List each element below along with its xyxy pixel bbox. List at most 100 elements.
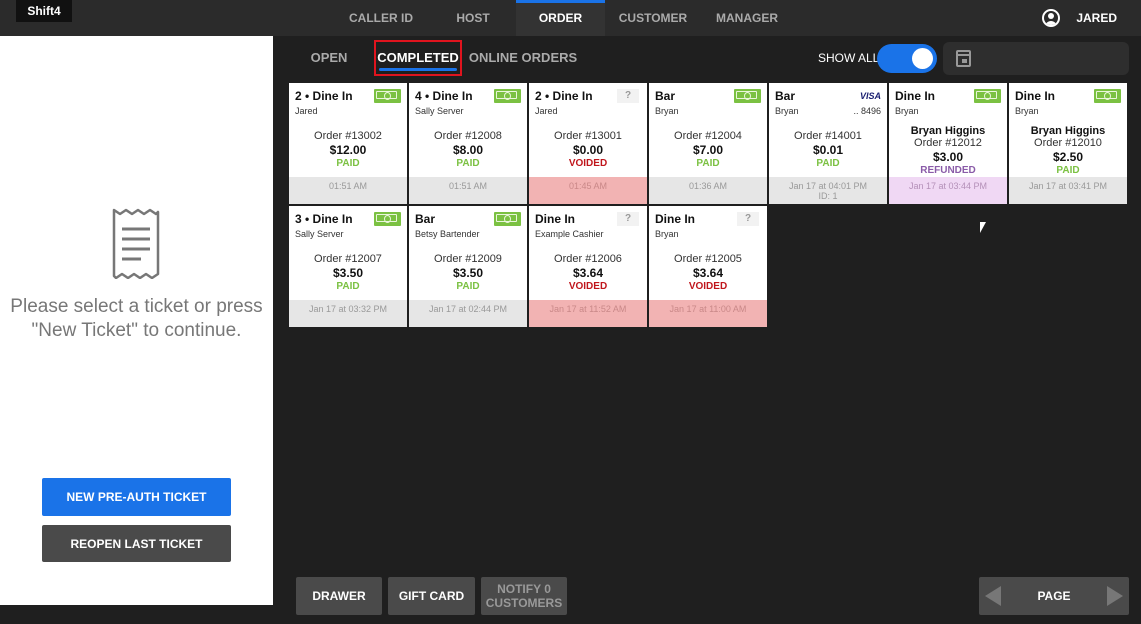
tab-open[interactable]: OPEN xyxy=(310,50,348,65)
ticket-header: Bar Bryan VISA .. 8496 xyxy=(769,83,887,123)
ticket-body: Bryan Higgins Order #12010 $2.50 PAID xyxy=(1009,123,1127,177)
cash-icon xyxy=(494,89,521,103)
ticket-order-number: Order #12005 xyxy=(674,253,742,265)
ticket-card[interactable]: Dine In Bryan Bryan Higgins Order #12010 $2.… xyxy=(1009,83,1127,204)
ticket-server: Example Cashier xyxy=(535,229,604,239)
user-avatar-icon xyxy=(1042,9,1061,27)
ticket-total: $12.00 xyxy=(329,143,367,157)
tab-manager[interactable]: MANAGER xyxy=(716,11,778,25)
tab-customer[interactable]: CUSTOMER xyxy=(618,11,688,25)
ticket-header: Dine In Bryan xyxy=(889,83,1007,123)
ticket-total: $7.00 xyxy=(692,143,724,157)
ticket-title: 2 • Dine In xyxy=(535,89,593,103)
ticket-title: Bar xyxy=(775,89,796,103)
top-bar: Shift4 CALLER ID HOST ORDER CUSTOMER MAN… xyxy=(0,0,1141,36)
ticket-header: 4 • Dine In Sally Server xyxy=(409,83,527,123)
show-all-toggle[interactable] xyxy=(877,44,937,73)
ticket-total: $3.50 xyxy=(452,266,484,280)
ticket-header: 2 • Dine In Jared? xyxy=(529,83,647,123)
toggle-knob xyxy=(912,48,933,69)
tab-online-orders[interactable]: ONLINE ORDERS xyxy=(468,50,578,65)
ticket-header: Dine In Bryan? xyxy=(649,206,767,246)
ticket-card[interactable]: Bar Betsy Bartender Order #12009 $3.50 PAID J… xyxy=(409,206,527,327)
ticket-footer: 01:36 AM xyxy=(649,177,767,204)
main-nav: CALLER ID HOST ORDER CUSTOMER MANAGER xyxy=(332,0,793,36)
tab-completed[interactable]: COMPLETED xyxy=(374,40,462,76)
card-last4: .. 8496 xyxy=(853,106,881,116)
ticket-customer: Bryan Higgins xyxy=(910,125,986,137)
ticket-server: Betsy Bartender xyxy=(415,229,480,239)
ticket-body: Order #12005 $3.64 VOIDED xyxy=(649,246,767,293)
ticket-card[interactable]: 4 • Dine In Sally Server Order #12008 $8.00… xyxy=(409,83,527,204)
ticket-order-number: Order #14001 xyxy=(794,130,862,142)
ticket-status: PAID xyxy=(816,158,840,169)
ticket-time: 01:51 AM xyxy=(448,181,488,191)
ticket-time: Jan 17 at 02:44 PM xyxy=(428,304,508,314)
ticket-header: Dine In Bryan xyxy=(1009,83,1127,123)
brand-logo: Shift4 xyxy=(16,0,72,22)
ticket-status: PAID xyxy=(456,158,480,169)
unknown-payment-icon: ? xyxy=(617,89,639,103)
previous-page-icon[interactable] xyxy=(985,586,1001,606)
calendar-icon xyxy=(956,50,971,67)
ticket-footer: 01:45 AM xyxy=(529,177,647,204)
ticket-body: Bryan Higgins Order #12012 $3.00 REFUNDED xyxy=(889,123,1007,177)
cash-icon xyxy=(494,212,521,226)
ticket-status: PAID xyxy=(336,281,360,292)
ticket-header: 2 • Dine In Jared xyxy=(289,83,407,123)
receipt-icon xyxy=(112,208,160,279)
next-page-icon[interactable] xyxy=(1107,586,1123,606)
ticket-card[interactable]: Dine In Bryan Bryan Higgins Order #12012 $3.… xyxy=(889,83,1007,204)
reopen-last-ticket-button[interactable]: REOPEN LAST TICKET xyxy=(42,525,231,562)
pager: PAGE xyxy=(979,577,1129,615)
gift-card-button[interactable]: GIFT CARD xyxy=(388,577,475,615)
ticket-title: Bar xyxy=(415,212,436,226)
ticket-server: Bryan xyxy=(775,106,799,116)
tab-order[interactable]: ORDER xyxy=(516,0,605,36)
ticket-total: $2.50 xyxy=(1052,150,1084,164)
ticket-id: ID: 1 xyxy=(818,191,838,201)
ticket-body: Order #12004 $7.00 PAID xyxy=(649,123,767,170)
notify-line-2: CUSTOMERS xyxy=(485,596,563,610)
ticket-status: PAID xyxy=(336,158,360,169)
ticket-card[interactable]: Bar Bryan VISA .. 8496 Order #14001 $0.01 PAID… xyxy=(769,83,887,204)
ticket-body: Order #12006 $3.64 VOIDED xyxy=(529,246,647,293)
ticket-body: Order #13002 $12.00 PAID xyxy=(289,123,407,170)
mouse-cursor-icon xyxy=(980,222,986,233)
ticket-status: PAID xyxy=(456,281,480,292)
tab-host[interactable]: HOST xyxy=(456,11,490,25)
ticket-total: $3.64 xyxy=(692,266,724,280)
ticket-card[interactable]: 2 • Dine In Jared Order #13002 $12.00 PAID 01… xyxy=(289,83,407,204)
ticket-status: VOIDED xyxy=(688,281,728,292)
user-menu[interactable]: JARED xyxy=(1042,0,1117,36)
ticket-header: Bar Betsy Bartender xyxy=(409,206,527,246)
ticket-card[interactable]: 2 • Dine In Jared? Order #13001 $0.00 VOIDED… xyxy=(529,83,647,204)
new-preauth-ticket-button[interactable]: NEW PRE-AUTH TICKET xyxy=(42,478,231,516)
ticket-time: Jan 17 at 03:44 PM xyxy=(908,181,988,191)
ticket-order-number: Order #12012 xyxy=(914,137,982,149)
drawer-button[interactable]: DRAWER xyxy=(296,577,382,615)
ticket-card[interactable]: 3 • Dine In Sally Server Order #12007 $3.50… xyxy=(289,206,407,327)
ticket-status: PAID xyxy=(696,158,720,169)
ticket-footer: Jan 17 at 02:44 PM xyxy=(409,300,527,327)
ticket-time: Jan 17 at 11:00 AM xyxy=(669,304,747,314)
tab-caller-id[interactable]: CALLER ID xyxy=(349,11,413,25)
ticket-card[interactable]: Dine In Example Cashier? Order #12006 $3.64… xyxy=(529,206,647,327)
ticket-total: $3.00 xyxy=(932,150,964,164)
ticket-time: Jan 17 at 03:32 PM xyxy=(308,304,388,314)
ticket-footer: Jan 17 at 11:52 AM xyxy=(529,300,647,327)
ticket-title: Dine In xyxy=(535,212,576,226)
ticket-title: Dine In xyxy=(655,212,696,226)
ticket-body: Order #12008 $8.00 PAID xyxy=(409,123,527,170)
notify-customers-button[interactable]: NOTIFY 0 CUSTOMERS xyxy=(481,577,567,615)
cash-icon xyxy=(1094,89,1121,103)
ticket-body: Order #12009 $3.50 PAID xyxy=(409,246,527,293)
date-filter[interactable] xyxy=(943,42,1129,75)
cash-icon xyxy=(374,212,401,226)
ticket-card[interactable]: Dine In Bryan? Order #12005 $3.64 VOIDED Jan … xyxy=(649,206,767,327)
ticket-time: Jan 17 at 11:52 AM xyxy=(549,304,627,314)
visa-card-icon: VISA xyxy=(859,91,881,101)
ticket-order-number: Order #12010 xyxy=(1034,137,1102,149)
ticket-total: $8.00 xyxy=(452,143,484,157)
ticket-card[interactable]: Bar Bryan Order #12004 $7.00 PAID 01:36 AM xyxy=(649,83,767,204)
